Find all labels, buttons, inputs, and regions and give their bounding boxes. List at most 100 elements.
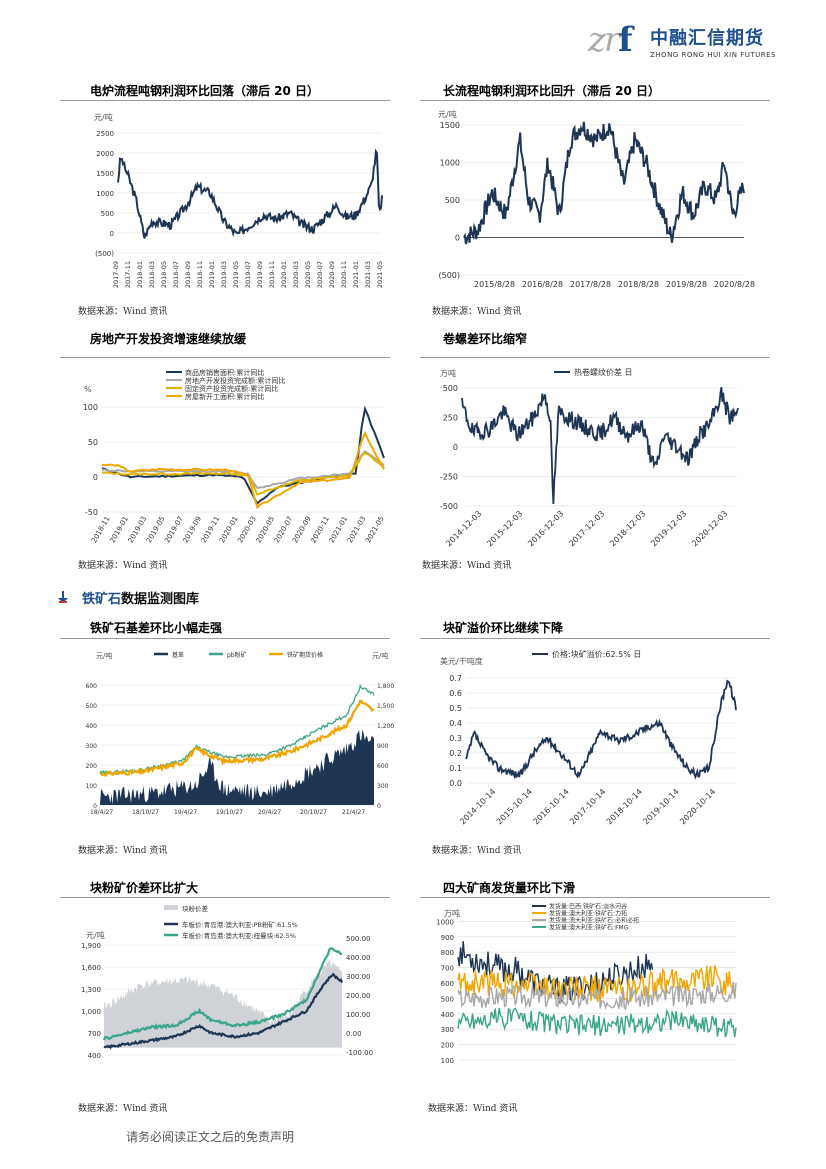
chart3-unit: % xyxy=(84,385,92,394)
x-tick-label: 2018-12-03 xyxy=(608,509,647,548)
chart2-unit: 元/吨 xyxy=(438,109,457,119)
chart6-source: 数据来源：Wind 资讯 xyxy=(432,846,522,856)
x-tick-label: 2021-05 xyxy=(364,515,386,544)
chart8-series-line xyxy=(457,981,737,1011)
y-tick-label: 0.5 xyxy=(449,704,462,713)
x-tick-label: 2017-10-14 xyxy=(568,787,607,826)
x-tick-label: 2020-12-03 xyxy=(690,509,729,548)
x-tick-label: 20/10/27 xyxy=(300,809,327,816)
x-tick-label: 2015-10-14 xyxy=(495,787,534,826)
y-tick-label: 400 xyxy=(86,723,98,730)
y-tick-label: 300.00 xyxy=(346,973,371,981)
y-tick-label: -500 xyxy=(440,502,458,511)
legend-label: 发货量:巴西:铁矿石:淡水河谷 xyxy=(549,903,627,911)
chart8-title: 四大矿商发货量环比下滑 xyxy=(443,881,576,895)
y-tick-label: (500) xyxy=(438,271,460,280)
y-tick-label: 200 xyxy=(441,1042,454,1050)
y-tick-label: 0 xyxy=(455,234,460,243)
y-tick-label: 100 xyxy=(86,783,98,790)
legend-label: 块粉价差 xyxy=(182,904,209,913)
x-tick-label: 2019-12-03 xyxy=(649,509,688,548)
y-tick-label: 1500 xyxy=(96,170,114,178)
y-tick-label: 1,500 xyxy=(377,703,394,710)
chart5-source: 数据来源：Wind 资讯 xyxy=(78,846,168,856)
legend-label: 价格:块矿溢价:62.5% 日 xyxy=(552,649,641,659)
x-tick-label: 2019-01 xyxy=(208,261,216,288)
x-tick-label: 2015/8/28 xyxy=(474,280,515,289)
x-tick-label: 2021-03 xyxy=(364,261,372,288)
legend-label: 发货量:澳大利亚:铁矿石:力拓 xyxy=(549,910,627,918)
chart7-pb-line xyxy=(103,972,344,1050)
divider xyxy=(420,100,770,101)
legend-label: 发货量:澳大利亚:铁矿石:FMG xyxy=(549,924,629,932)
y-tick-label: 0.1 xyxy=(449,764,462,773)
x-tick-label: 2016-10-14 xyxy=(532,787,571,826)
legend-label: 发货量:澳大利亚:铁矿石:必和必拓 xyxy=(549,917,639,925)
chart2-title: 长流程吨钢利润环比回升（滞后 20 日） xyxy=(443,84,661,98)
chart1-unit: 元/吨 xyxy=(94,112,113,122)
chart4-source: 数据来源：Wind 资讯 xyxy=(422,561,512,571)
legend-label: 固定资产投资完成额:累计同比 xyxy=(185,384,278,393)
footer-disclaimer: 请务必阅读正文之后的免责声明 xyxy=(126,1130,295,1144)
y-tick-label: 500.00 xyxy=(346,935,371,943)
chart3-series-line xyxy=(101,452,385,496)
y-tick-label: 1000 xyxy=(440,159,460,168)
y-tick-label: 100 xyxy=(83,403,98,412)
x-tick-label: 2019-10-14 xyxy=(642,787,681,826)
x-tick-label: 2021-05 xyxy=(376,261,384,288)
x-tick-label: 2016/8/28 xyxy=(522,280,563,289)
chart1-title: 电炉流程吨钢利润环比回落（滞后 20 日） xyxy=(90,84,320,98)
x-tick-label: 2019-11 xyxy=(268,261,276,288)
x-tick-label: 2018-10-14 xyxy=(605,787,644,826)
y-tick-label: 500 xyxy=(445,196,460,205)
y-tick-label: 1000 xyxy=(96,190,114,198)
company-logo: zrf 中融汇信期货 ZHONG RONG HUI XIN FUTURES xyxy=(588,20,778,68)
y-tick-label: 300 xyxy=(377,783,389,790)
y-tick-label: 250 xyxy=(443,414,458,423)
chart8-unit: 万吨 xyxy=(444,908,460,918)
y-tick-label: 1500 xyxy=(440,121,460,130)
x-tick-label: 2018-03 xyxy=(148,261,156,288)
y-tick-label: 500 xyxy=(441,995,454,1003)
divider xyxy=(60,357,390,358)
y-tick-label: 1,900 xyxy=(81,942,101,950)
y-tick-label: 500 xyxy=(86,703,98,710)
chart5-basis-area xyxy=(100,729,374,805)
chart5-futures-line xyxy=(99,699,375,777)
legend-swatch xyxy=(164,905,178,910)
x-tick-label: 20/4/27 xyxy=(258,809,281,816)
y-tick-label: 600 xyxy=(441,980,454,988)
y-tick-label: 500 xyxy=(443,384,458,393)
y-tick-label: 0.2 xyxy=(449,749,462,758)
x-tick-label: 19/4/27 xyxy=(174,809,197,816)
x-tick-label: 2018-11 xyxy=(196,261,204,288)
y-tick-label: 0 xyxy=(377,803,381,810)
y-tick-label: 300 xyxy=(86,743,98,750)
chart7-unit: 元/吨 xyxy=(86,930,105,940)
divider xyxy=(420,357,770,358)
x-tick-label: 2020-01 xyxy=(280,261,288,288)
x-tick-label: 2015-12-03 xyxy=(485,509,524,548)
x-tick-label: 2017-12-03 xyxy=(567,509,606,548)
y-tick-label: -50 xyxy=(85,508,98,517)
chart3-series-line xyxy=(101,430,385,510)
divider xyxy=(420,897,770,898)
chart5-unit-right: 元/吨 xyxy=(372,651,388,660)
x-tick-label: 2020-11 xyxy=(340,261,348,288)
divider xyxy=(420,638,770,639)
x-tick-label: 2021-01 xyxy=(352,261,360,288)
y-tick-label: 1,600 xyxy=(81,964,101,972)
chart3-title: 房地产开发投资增速继续放缓 xyxy=(90,332,247,346)
section-title: 铁矿石数据监测图库 xyxy=(82,592,200,607)
x-tick-label: 2020-03 xyxy=(292,261,300,288)
x-tick-label: 18/10/27 xyxy=(132,809,159,816)
y-tick-label: 200.00 xyxy=(346,992,371,1000)
x-tick-label: 21/4/27 xyxy=(342,809,365,816)
logo-mark: zrf xyxy=(588,20,633,60)
chart3-real-estate-investment: % 商品房销售面积:累计同比房地产开发投资完成额:累计同比固定资产投资完成额:累… xyxy=(83,368,386,544)
divider xyxy=(60,897,390,898)
y-tick-label: 900 xyxy=(441,934,454,942)
y-tick-label: 0.6 xyxy=(449,689,462,698)
x-tick-label: 2014-12-03 xyxy=(444,509,483,548)
chart8-miner-shipments: 万吨 发货量:巴西:铁矿石:淡水河谷发货量:澳大利亚:铁矿石:力拓发货量:澳大利… xyxy=(436,903,737,1065)
